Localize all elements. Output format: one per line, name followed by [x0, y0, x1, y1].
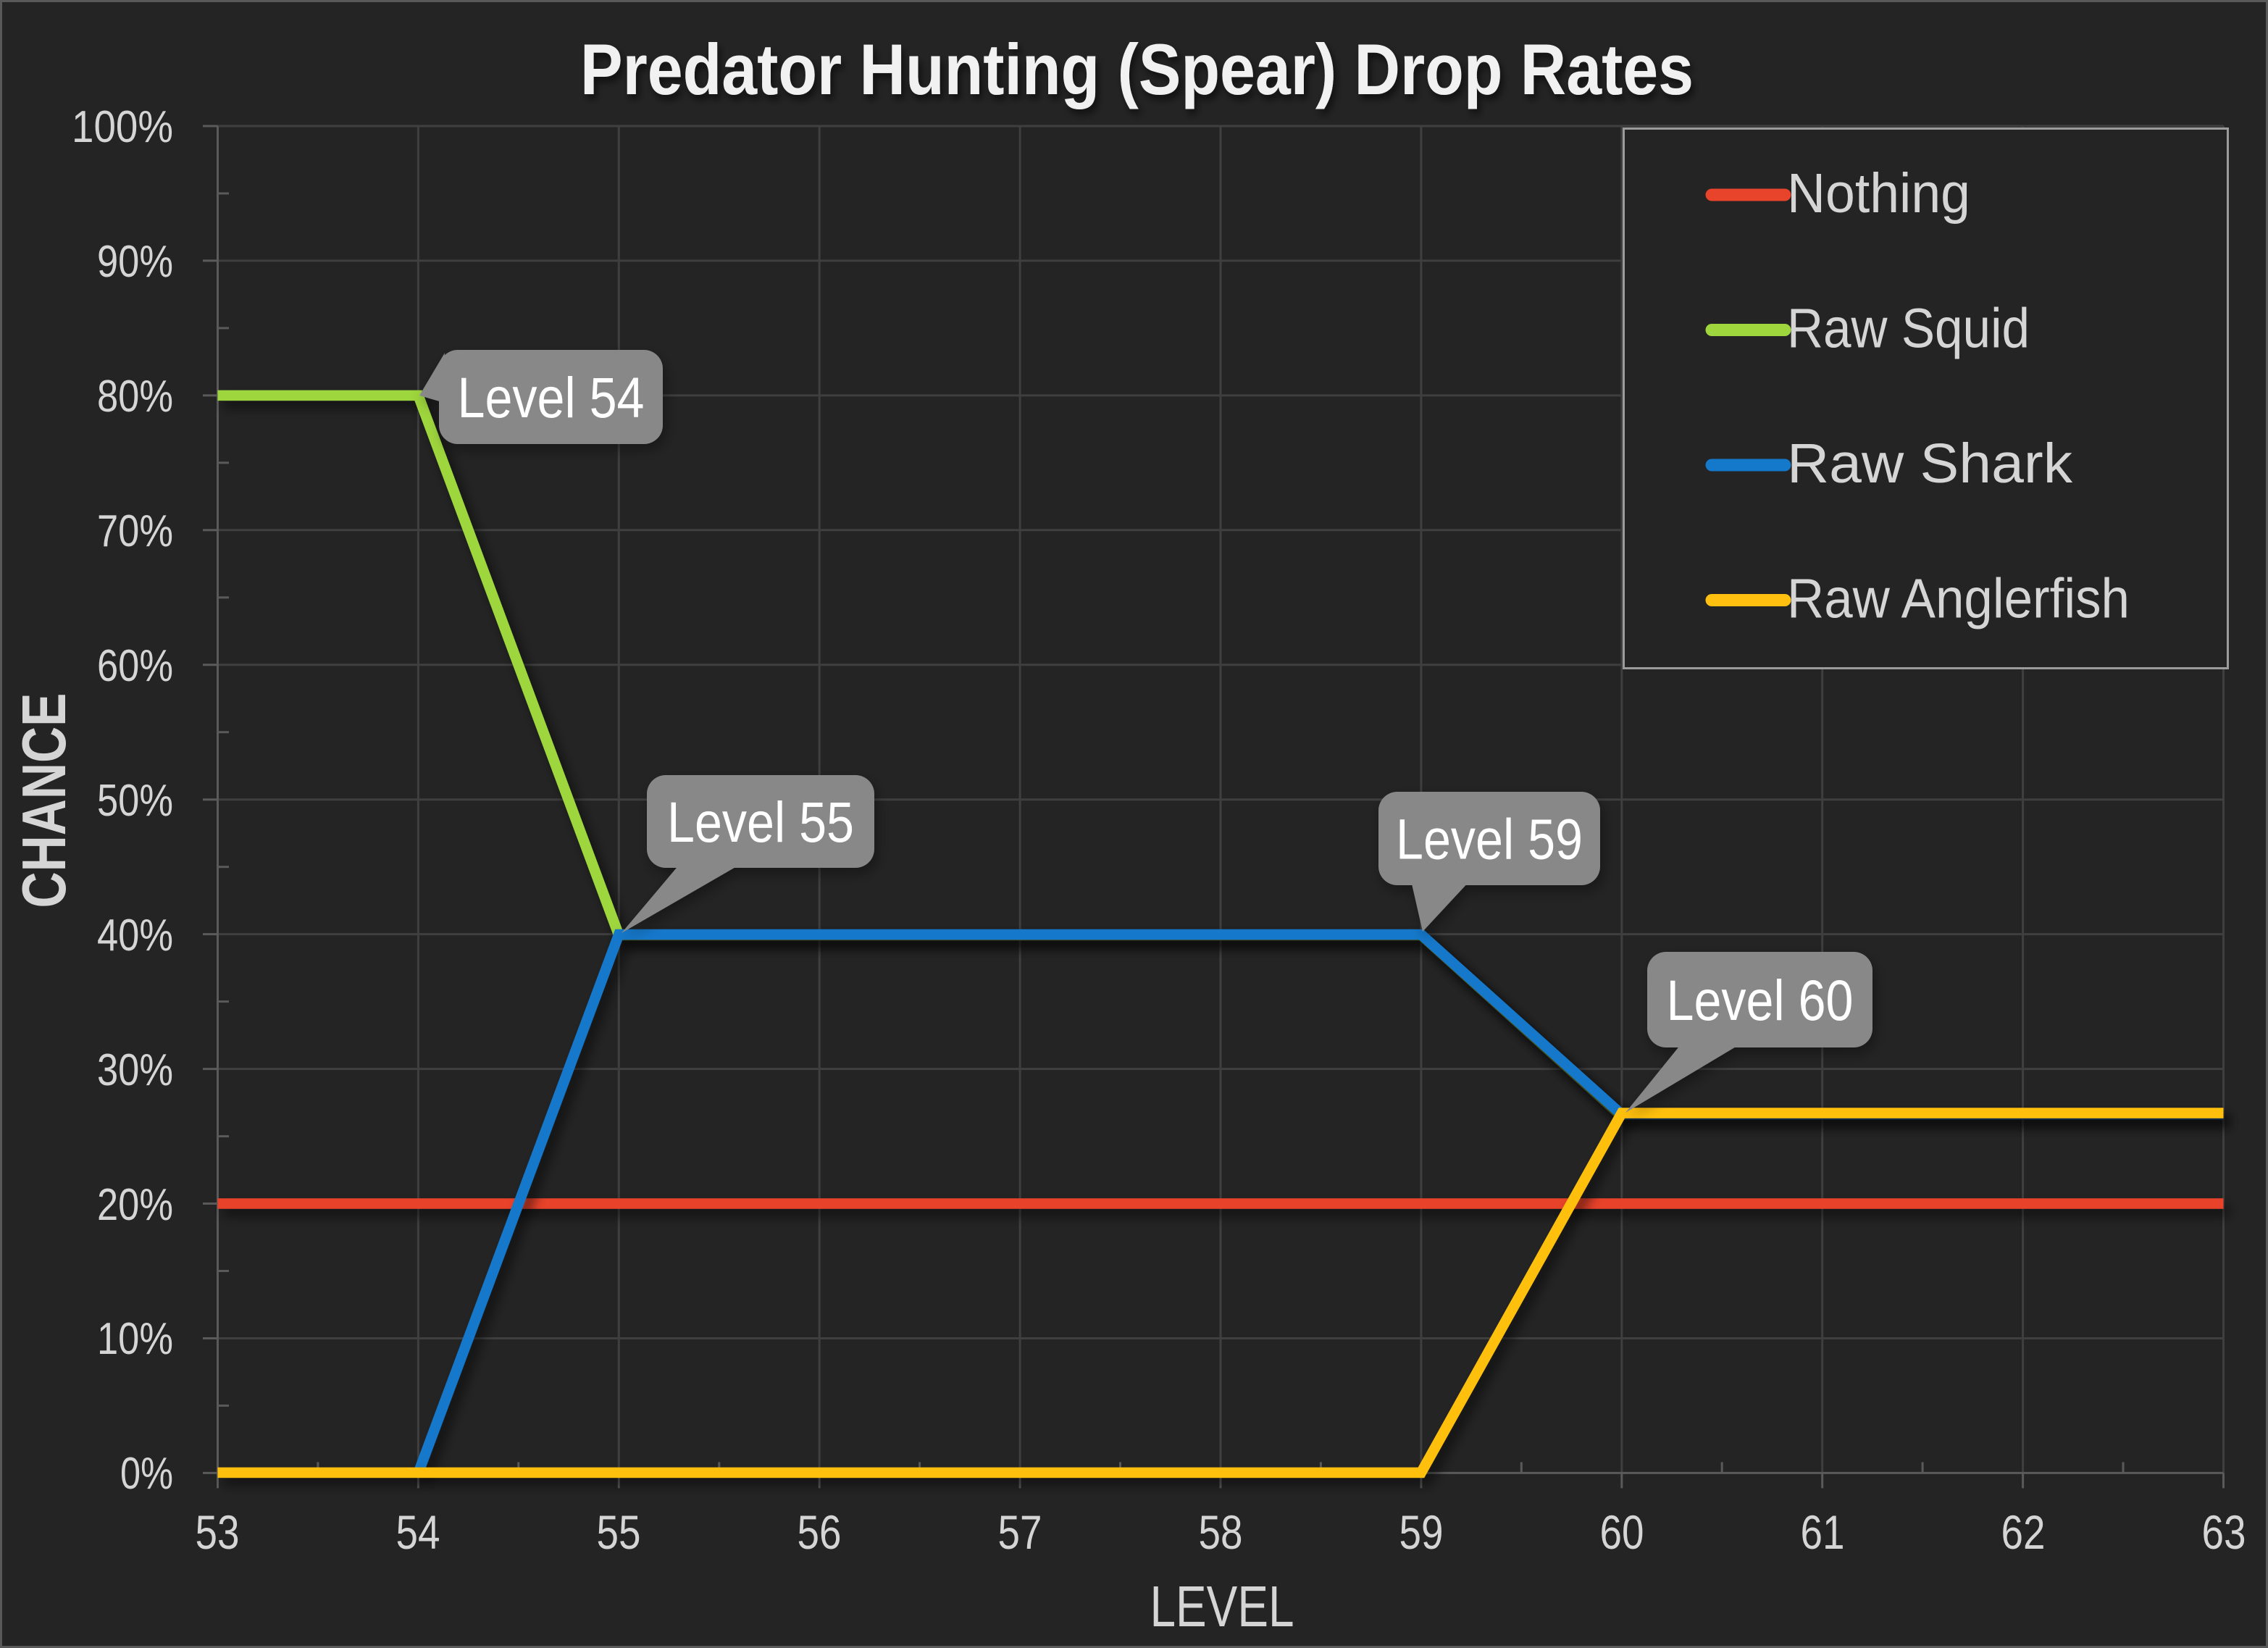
svg-text:60%: 60%: [97, 641, 173, 691]
svg-text:70%: 70%: [97, 506, 173, 556]
svg-text:80%: 80%: [97, 372, 173, 422]
svg-text:61: 61: [1801, 1505, 1845, 1559]
svg-text:59: 59: [1399, 1505, 1444, 1559]
svg-text:10%: 10%: [97, 1314, 173, 1364]
svg-text:Level 59: Level 59: [1396, 807, 1583, 871]
svg-text:60: 60: [1600, 1505, 1644, 1559]
svg-text:90%: 90%: [97, 237, 173, 287]
svg-text:30%: 30%: [97, 1045, 173, 1095]
svg-text:57: 57: [998, 1505, 1042, 1559]
svg-text:54: 54: [396, 1505, 440, 1559]
svg-text:63: 63: [2202, 1505, 2246, 1559]
svg-text:LEVEL: LEVEL: [1150, 1574, 1294, 1639]
svg-text:Raw Anglerfish: Raw Anglerfish: [1787, 568, 2130, 630]
svg-text:100%: 100%: [72, 102, 173, 152]
svg-text:Level 55: Level 55: [667, 790, 854, 854]
svg-text:40%: 40%: [97, 911, 173, 961]
svg-text:0%: 0%: [120, 1449, 173, 1499]
svg-text:Predator Hunting (Spear) Drop: Predator Hunting (Spear) Drop Rates: [580, 29, 1694, 109]
svg-text:50%: 50%: [97, 776, 173, 826]
svg-text:20%: 20%: [97, 1180, 173, 1230]
svg-text:CHANCE: CHANCE: [10, 693, 79, 908]
svg-text:Level 54: Level 54: [458, 365, 645, 430]
svg-text:53: 53: [196, 1505, 240, 1559]
svg-text:Level 60: Level 60: [1667, 968, 1854, 1032]
svg-text:62: 62: [2001, 1505, 2046, 1559]
svg-text:Nothing: Nothing: [1787, 162, 1970, 225]
svg-text:58: 58: [1199, 1505, 1243, 1559]
svg-text:Raw Shark: Raw Shark: [1787, 432, 2073, 495]
svg-text:56: 56: [798, 1505, 842, 1559]
svg-text:Raw Squid: Raw Squid: [1787, 298, 2030, 360]
svg-text:55: 55: [597, 1505, 641, 1559]
